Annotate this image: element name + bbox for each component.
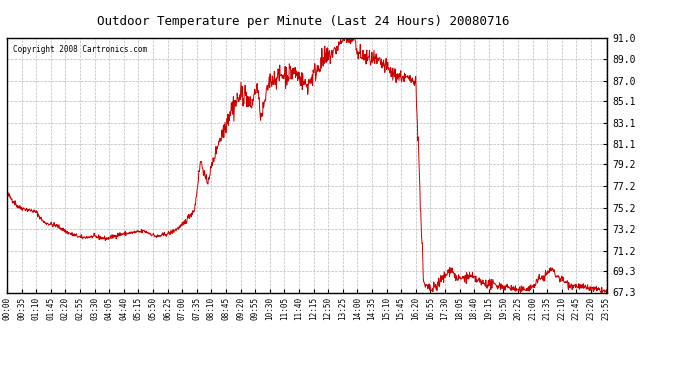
Text: Outdoor Temperature per Minute (Last 24 Hours) 20080716: Outdoor Temperature per Minute (Last 24 … [97,15,510,28]
Text: Copyright 2008 Cartronics.com: Copyright 2008 Cartronics.com [13,45,147,54]
